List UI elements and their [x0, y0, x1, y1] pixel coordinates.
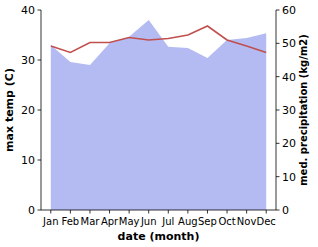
- x-tick: [168, 210, 169, 214]
- x-tick-label: Apr: [101, 216, 119, 227]
- x-tick: [207, 210, 208, 214]
- y2-label: med. precipitation (kg/m2): [298, 34, 309, 186]
- x-tick-label: Jun: [140, 216, 157, 227]
- x-tick-label: Mar: [81, 216, 101, 227]
- x-tick: [148, 210, 149, 214]
- x-tick: [109, 210, 110, 214]
- y2-tick: [276, 110, 280, 111]
- chart: 0 10 20 30 40 0 10 20 30 40 50 60 Jan FebMarAprMayJun…: [0, 0, 318, 247]
- precip-area: [51, 20, 266, 210]
- x-label: date (month): [118, 230, 200, 243]
- x-tick-label: Jul: [161, 216, 174, 227]
- x-tick: [89, 210, 90, 214]
- y-tick: [38, 110, 42, 111]
- marks: [51, 20, 266, 210]
- temp-line: [51, 26, 266, 53]
- x-tick: [266, 210, 267, 214]
- x-tick: [246, 210, 247, 214]
- x-tick: [70, 210, 71, 214]
- y2-tick: [276, 210, 280, 211]
- x-tick-label: Feb: [62, 216, 80, 227]
- y-tick: [38, 160, 42, 161]
- y-tick: [38, 210, 42, 211]
- x-tick: [227, 210, 228, 214]
- y2-tick-label: 30: [282, 104, 296, 117]
- x-tick-label: Nov: [237, 216, 257, 227]
- y-label: max temp (C): [3, 68, 16, 152]
- y2-tick: [276, 76, 280, 77]
- y-tick-label: 30: [21, 54, 35, 67]
- x-tick-label: Oct: [218, 216, 235, 227]
- y2-tick-label: 60: [282, 4, 296, 17]
- x-tick-label: Jan: [42, 216, 58, 227]
- x-tick-label: May: [119, 216, 140, 227]
- x-tick: [187, 210, 188, 214]
- y2-tick-label: 50: [282, 37, 296, 50]
- y2-tick: [276, 143, 280, 144]
- x-tick-label: Dec: [257, 216, 276, 227]
- x-axis: [41, 210, 276, 211]
- y2-tick: [276, 176, 280, 177]
- x-tick: [129, 210, 130, 214]
- y2-tick-label: 40: [282, 71, 296, 84]
- y2-tick: [276, 43, 280, 44]
- x-tick-label: Aug: [178, 216, 198, 227]
- y-tick-label: 20: [21, 104, 35, 117]
- x-tick: [50, 210, 51, 214]
- x-tick-label: Sep: [198, 216, 217, 227]
- y-tick-label: 10: [21, 154, 35, 167]
- y-tick-label: 0: [28, 204, 35, 217]
- y2-tick-label: 20: [282, 137, 296, 150]
- y-tick: [38, 60, 42, 61]
- y2-tick-label: 0: [282, 204, 289, 217]
- y2-tick: [276, 10, 280, 11]
- y-tick-label: 40: [21, 4, 35, 17]
- y2-tick-label: 10: [282, 171, 296, 184]
- y-tick: [38, 10, 42, 11]
- axes: 0 10 20 30 40 0 10 20 30 40 50 60 Jan FebMarAprMayJun…: [21, 4, 296, 227]
